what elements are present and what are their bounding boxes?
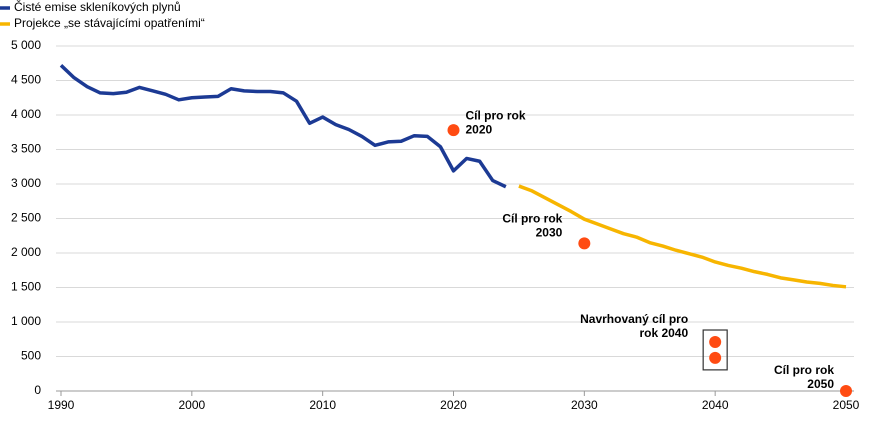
target-label: rok 2040 [639,326,688,340]
y-tick-label: 2 500 [11,211,41,225]
y-tick-label: 3 000 [11,176,41,190]
target-label: Navrhovaný cíl pro [580,312,688,326]
x-tick-label: 2000 [178,398,205,412]
target-point [709,351,722,364]
target-label: 2050 [807,377,834,391]
x-tick-label: 2040 [702,398,729,412]
series-line [518,184,847,289]
target-label: Cíl pro rok [502,212,562,226]
y-tick-label: 3 500 [11,142,41,156]
target-label: Cíl pro rok [466,108,526,122]
target-point [578,237,591,250]
target-point [840,385,852,397]
legend-label: Čisté emise skleníkových plynů [14,0,181,14]
y-tick-label: 4 000 [11,107,41,121]
x-tick-label: 2010 [309,398,336,412]
y-tick-label: 5 000 [11,38,41,52]
y-tick-label: 0 [34,383,41,397]
y-tick-label: 2 000 [11,245,41,259]
x-tick-label: 1990 [48,398,75,412]
x-tick-label: 2030 [571,398,598,412]
target-label: 2020 [466,122,493,136]
target-range-box [702,329,728,371]
y-tick-label: 1 500 [11,280,41,294]
target-point [709,336,722,349]
x-tick-label: 2020 [440,398,467,412]
x-tick-label: 2050 [833,398,860,412]
target-label: 2030 [536,226,563,240]
target-point [447,124,460,137]
legend-label: Projekce „se stávajícími opatřeními“ [14,16,205,30]
y-tick-label: 4 500 [11,73,41,87]
y-tick-label: 1 000 [11,314,41,328]
series-line [59,64,507,189]
target-label: Cíl pro rok [774,363,834,377]
y-tick-label: 500 [21,349,41,363]
